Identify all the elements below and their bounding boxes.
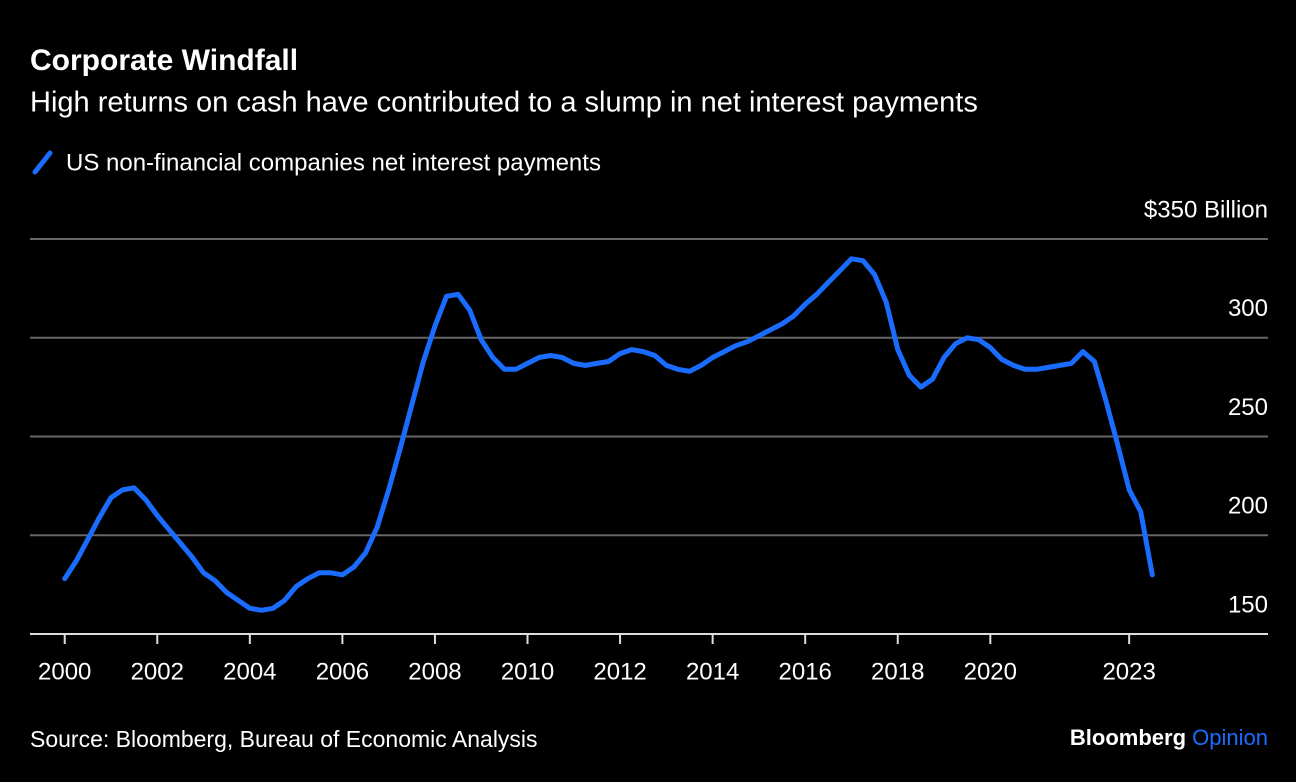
x-tick-label: 2018: [871, 658, 924, 685]
source: Source: Bloomberg, Bureau of Economic An…: [30, 726, 538, 752]
y-tick-label: 300: [1228, 295, 1268, 322]
y-tick-label: 150: [1228, 591, 1268, 618]
chart-subtitle: High returns on cash have contributed to…: [30, 87, 978, 119]
brand-name: Bloomberg: [1070, 725, 1186, 750]
brand: Bloomberg Opinion: [1070, 725, 1268, 750]
x-tick-label: 2016: [779, 658, 832, 685]
legend-label: US non-financial companies net interest …: [66, 149, 601, 176]
chart-title: Corporate Windfall: [30, 44, 298, 77]
x-tick-label: 2023: [1102, 658, 1155, 685]
brand-suffix: Opinion: [1192, 725, 1268, 750]
y-tick-label: 250: [1228, 394, 1268, 421]
y-tick-label: $350 Billion: [1144, 196, 1268, 223]
legend-swatch: [32, 150, 53, 175]
x-tick-label: 2004: [223, 658, 276, 685]
line: [62, 256, 1155, 613]
x-tick-label: 2010: [501, 658, 554, 685]
x-tick-label: 2014: [686, 658, 739, 685]
x-tick-label: 2002: [131, 658, 184, 685]
x-tick-label: 2000: [38, 658, 91, 685]
x-tick-label: 2008: [408, 658, 461, 685]
x-tick-label: 2012: [593, 658, 646, 685]
x-tick-label: 2020: [964, 658, 1017, 685]
y-tick-label: 200: [1228, 493, 1268, 520]
x-tick-label: 2006: [316, 658, 369, 685]
